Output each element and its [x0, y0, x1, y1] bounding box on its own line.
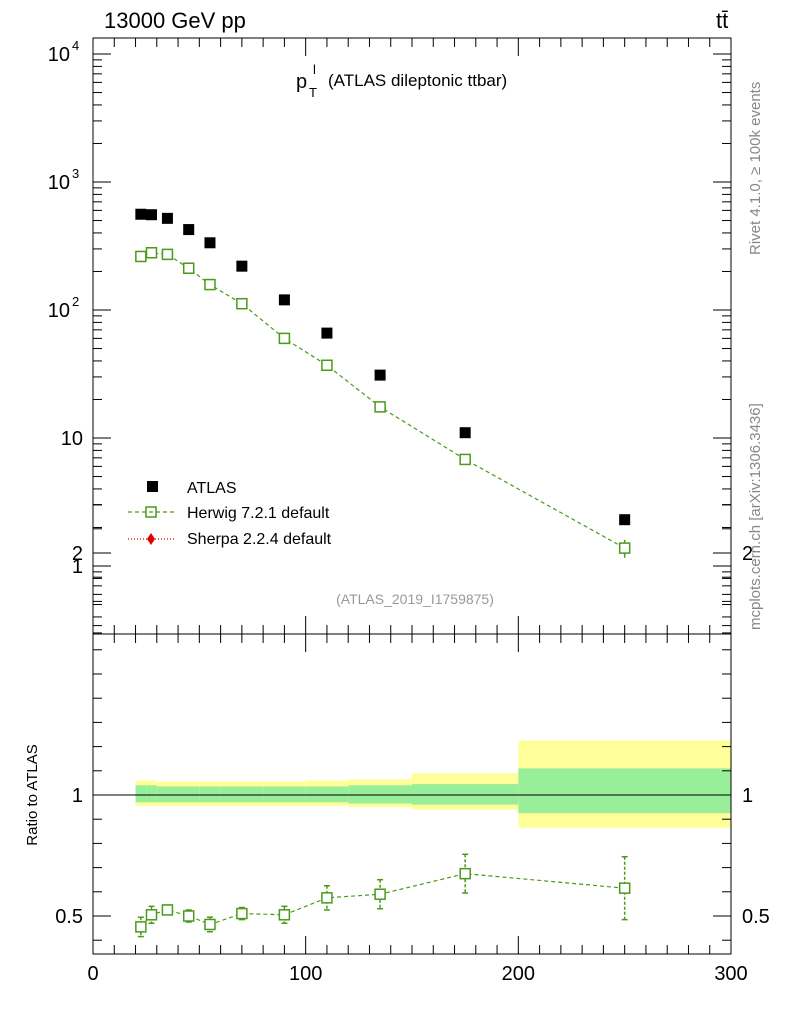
- ratio-y-ticks: 0.5 0.51 12 2: [55, 504, 770, 941]
- legend-sherpa-marker: [147, 533, 155, 545]
- ratio-band-stat: [518, 768, 731, 814]
- herwig-point: [161, 248, 174, 261]
- ratio-x-ticks: 0 100 200 300: [87, 634, 748, 985]
- ratio-ylabel: Ratio to ATLAS: [24, 744, 41, 845]
- legend-atlas-marker: [147, 481, 158, 492]
- title-sub: T: [309, 85, 317, 100]
- main-x-ticks: [92, 38, 732, 634]
- atlas-point: [204, 237, 216, 249]
- herwig-ratio-point: [135, 921, 147, 933]
- ratio-x-tick-label: 100: [289, 963, 322, 985]
- ratio-x-tick-label: 300: [714, 963, 747, 985]
- main-y-tick-exponent: 4: [72, 38, 79, 53]
- ratio-y-tick-label-right: 0.5: [742, 906, 770, 928]
- ratio-y-tick-label-left: 1: [72, 785, 83, 807]
- ratio-band-stat: [305, 786, 349, 803]
- title-rest: (ATLAS dileptonic ttbar): [328, 71, 507, 90]
- ratio-band-stat: [156, 786, 179, 803]
- herwig-point: [374, 401, 386, 413]
- atlas-point: [374, 369, 386, 381]
- legend: ATLAS Herwig 7.2.1 default Sherpa 2.2.4 …: [128, 480, 332, 548]
- ratio-band-stat: [135, 785, 147, 803]
- atlas-point: [161, 212, 173, 224]
- ratio-band-stat: [178, 786, 200, 803]
- legend-herwig-marker: [145, 506, 157, 518]
- herwig-ratio-point: [182, 910, 195, 922]
- ratio-x-tick-label: 0: [87, 963, 98, 985]
- herwig-ratio-point: [374, 888, 386, 900]
- atlas-point: [135, 208, 147, 220]
- main-y-tick-label: 10: [48, 44, 70, 66]
- title-main: p: [296, 71, 307, 93]
- ratio-y-tick-label-left: 0.5: [55, 906, 83, 928]
- main-points: [135, 208, 631, 558]
- herwig-point: [204, 278, 216, 291]
- atlas-point: [619, 514, 631, 526]
- ratio-y-tick-label-right: 1: [742, 785, 753, 807]
- main-y-tick-label: 1: [72, 556, 83, 578]
- rivet-label: Rivet 4.1.0, ≥ 100k events: [747, 82, 764, 255]
- herwig-ratio-point: [278, 909, 291, 921]
- herwig-point: [145, 247, 158, 259]
- ratio-band-stat: [263, 786, 306, 803]
- herwig-ratio-point: [204, 918, 216, 931]
- atlas-point: [236, 260, 248, 272]
- ratio-band-stat: [146, 785, 157, 803]
- ratio-band-stat: [412, 784, 519, 805]
- atlas-point: [459, 427, 471, 439]
- ratio-y-tick-label-left: 2: [72, 543, 83, 565]
- herwig-point: [321, 359, 333, 372]
- mcplots-label: mcplots.cern.ch [arXiv:1306.3436]: [747, 403, 764, 630]
- legend-sherpa-label: Sherpa 2.2.4 default: [187, 531, 332, 548]
- main-y-tick-label: 10: [48, 172, 70, 194]
- herwig-point: [236, 297, 248, 310]
- herwig-point: [618, 542, 631, 554]
- atlas-point: [321, 327, 333, 339]
- main-y-tick-label: 10: [61, 428, 83, 450]
- main-y-tick-exponent: 3: [72, 166, 79, 181]
- herwig-ratio-point: [145, 909, 158, 921]
- herwig-ratio-point: [321, 892, 333, 904]
- ratio-uncertainty-bands: [135, 740, 731, 828]
- ratio-x-tick-label: 200: [502, 963, 535, 985]
- ratio-panel: 0.5 0.51 12 2 0 100 200 300 Ratio to ATLAS: [24, 504, 770, 985]
- herwig-point: [278, 332, 291, 345]
- ratio-band-stat: [199, 786, 221, 803]
- legend-atlas-label: ATLAS: [187, 480, 237, 497]
- herwig-ratio-point: [459, 867, 471, 880]
- herwig-ratio-point: [618, 882, 631, 894]
- ratio-points: [135, 853, 631, 938]
- herwig-ratio-point: [161, 904, 174, 916]
- ratio-series-lines: [140, 873, 625, 928]
- herwig-line: [140, 252, 625, 549]
- main-series-lines: [140, 252, 625, 549]
- atlas-point: [278, 294, 290, 306]
- atlas-point: [145, 209, 157, 221]
- herwig-point: [182, 262, 195, 274]
- energy-label: 13000 GeV pp: [104, 8, 246, 33]
- analysis-id: (ATLAS_2019_I1759875): [336, 591, 494, 607]
- process-label: tt̄: [716, 8, 728, 33]
- herwig-ratio-point: [236, 907, 248, 920]
- ratio-band-stat: [220, 786, 264, 803]
- atlas-point: [183, 224, 195, 236]
- ratio-band-stat: [348, 785, 412, 804]
- title-sup: l: [313, 62, 316, 77]
- herwig-point: [459, 453, 471, 466]
- main-y-tick-exponent: 2: [72, 294, 79, 309]
- ratio-y-tick-label-right: 2: [742, 543, 753, 565]
- herwig-point: [135, 250, 147, 263]
- main-y-tick-label: 10: [48, 300, 70, 322]
- herwig-ratio-line: [140, 873, 625, 928]
- legend-herwig-label: Herwig 7.2.1 default: [187, 505, 330, 522]
